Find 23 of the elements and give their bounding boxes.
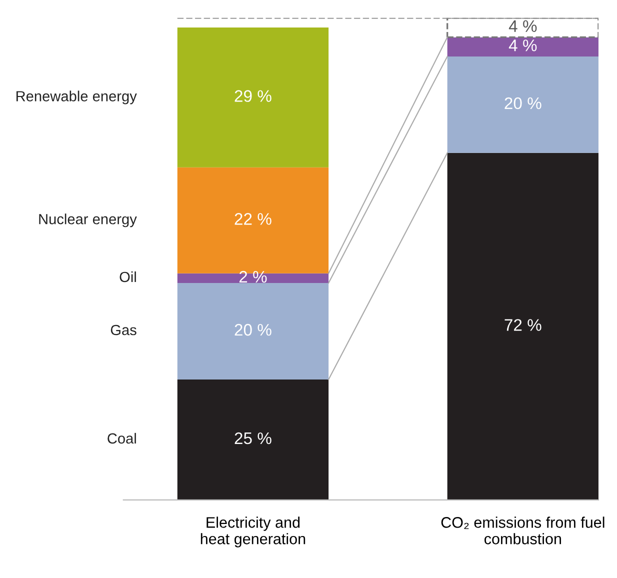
data-label: 4 % (508, 20, 537, 32)
bar (447, 56, 598, 153)
text: Nuclear energy (39, 214, 137, 228)
bar (177, 28, 329, 168)
bar (177, 379, 329, 500)
bar (446, 18, 598, 38)
bar (447, 37, 598, 56)
bar (447, 152, 598, 500)
data-label: 2 % (239, 270, 267, 283)
data-label: 4 % (508, 40, 537, 52)
x-tick-label: CO₂ emissions from fuel combustion (441, 516, 604, 544)
data-label: 20 % (504, 97, 542, 110)
x-tick-label: Electricity and heat generation (200, 516, 306, 548)
bar (177, 283, 329, 380)
text: Gas (110, 324, 136, 336)
data-label: 72 % (504, 319, 542, 331)
text: Coal (108, 432, 136, 444)
data-label: 20 % (234, 324, 272, 336)
data-label: 25 % (234, 432, 272, 444)
data-label: 22 % (234, 213, 272, 225)
text: Oil (120, 271, 136, 282)
text: Renewable energy (16, 90, 137, 104)
data-label: 29 % (234, 90, 272, 102)
